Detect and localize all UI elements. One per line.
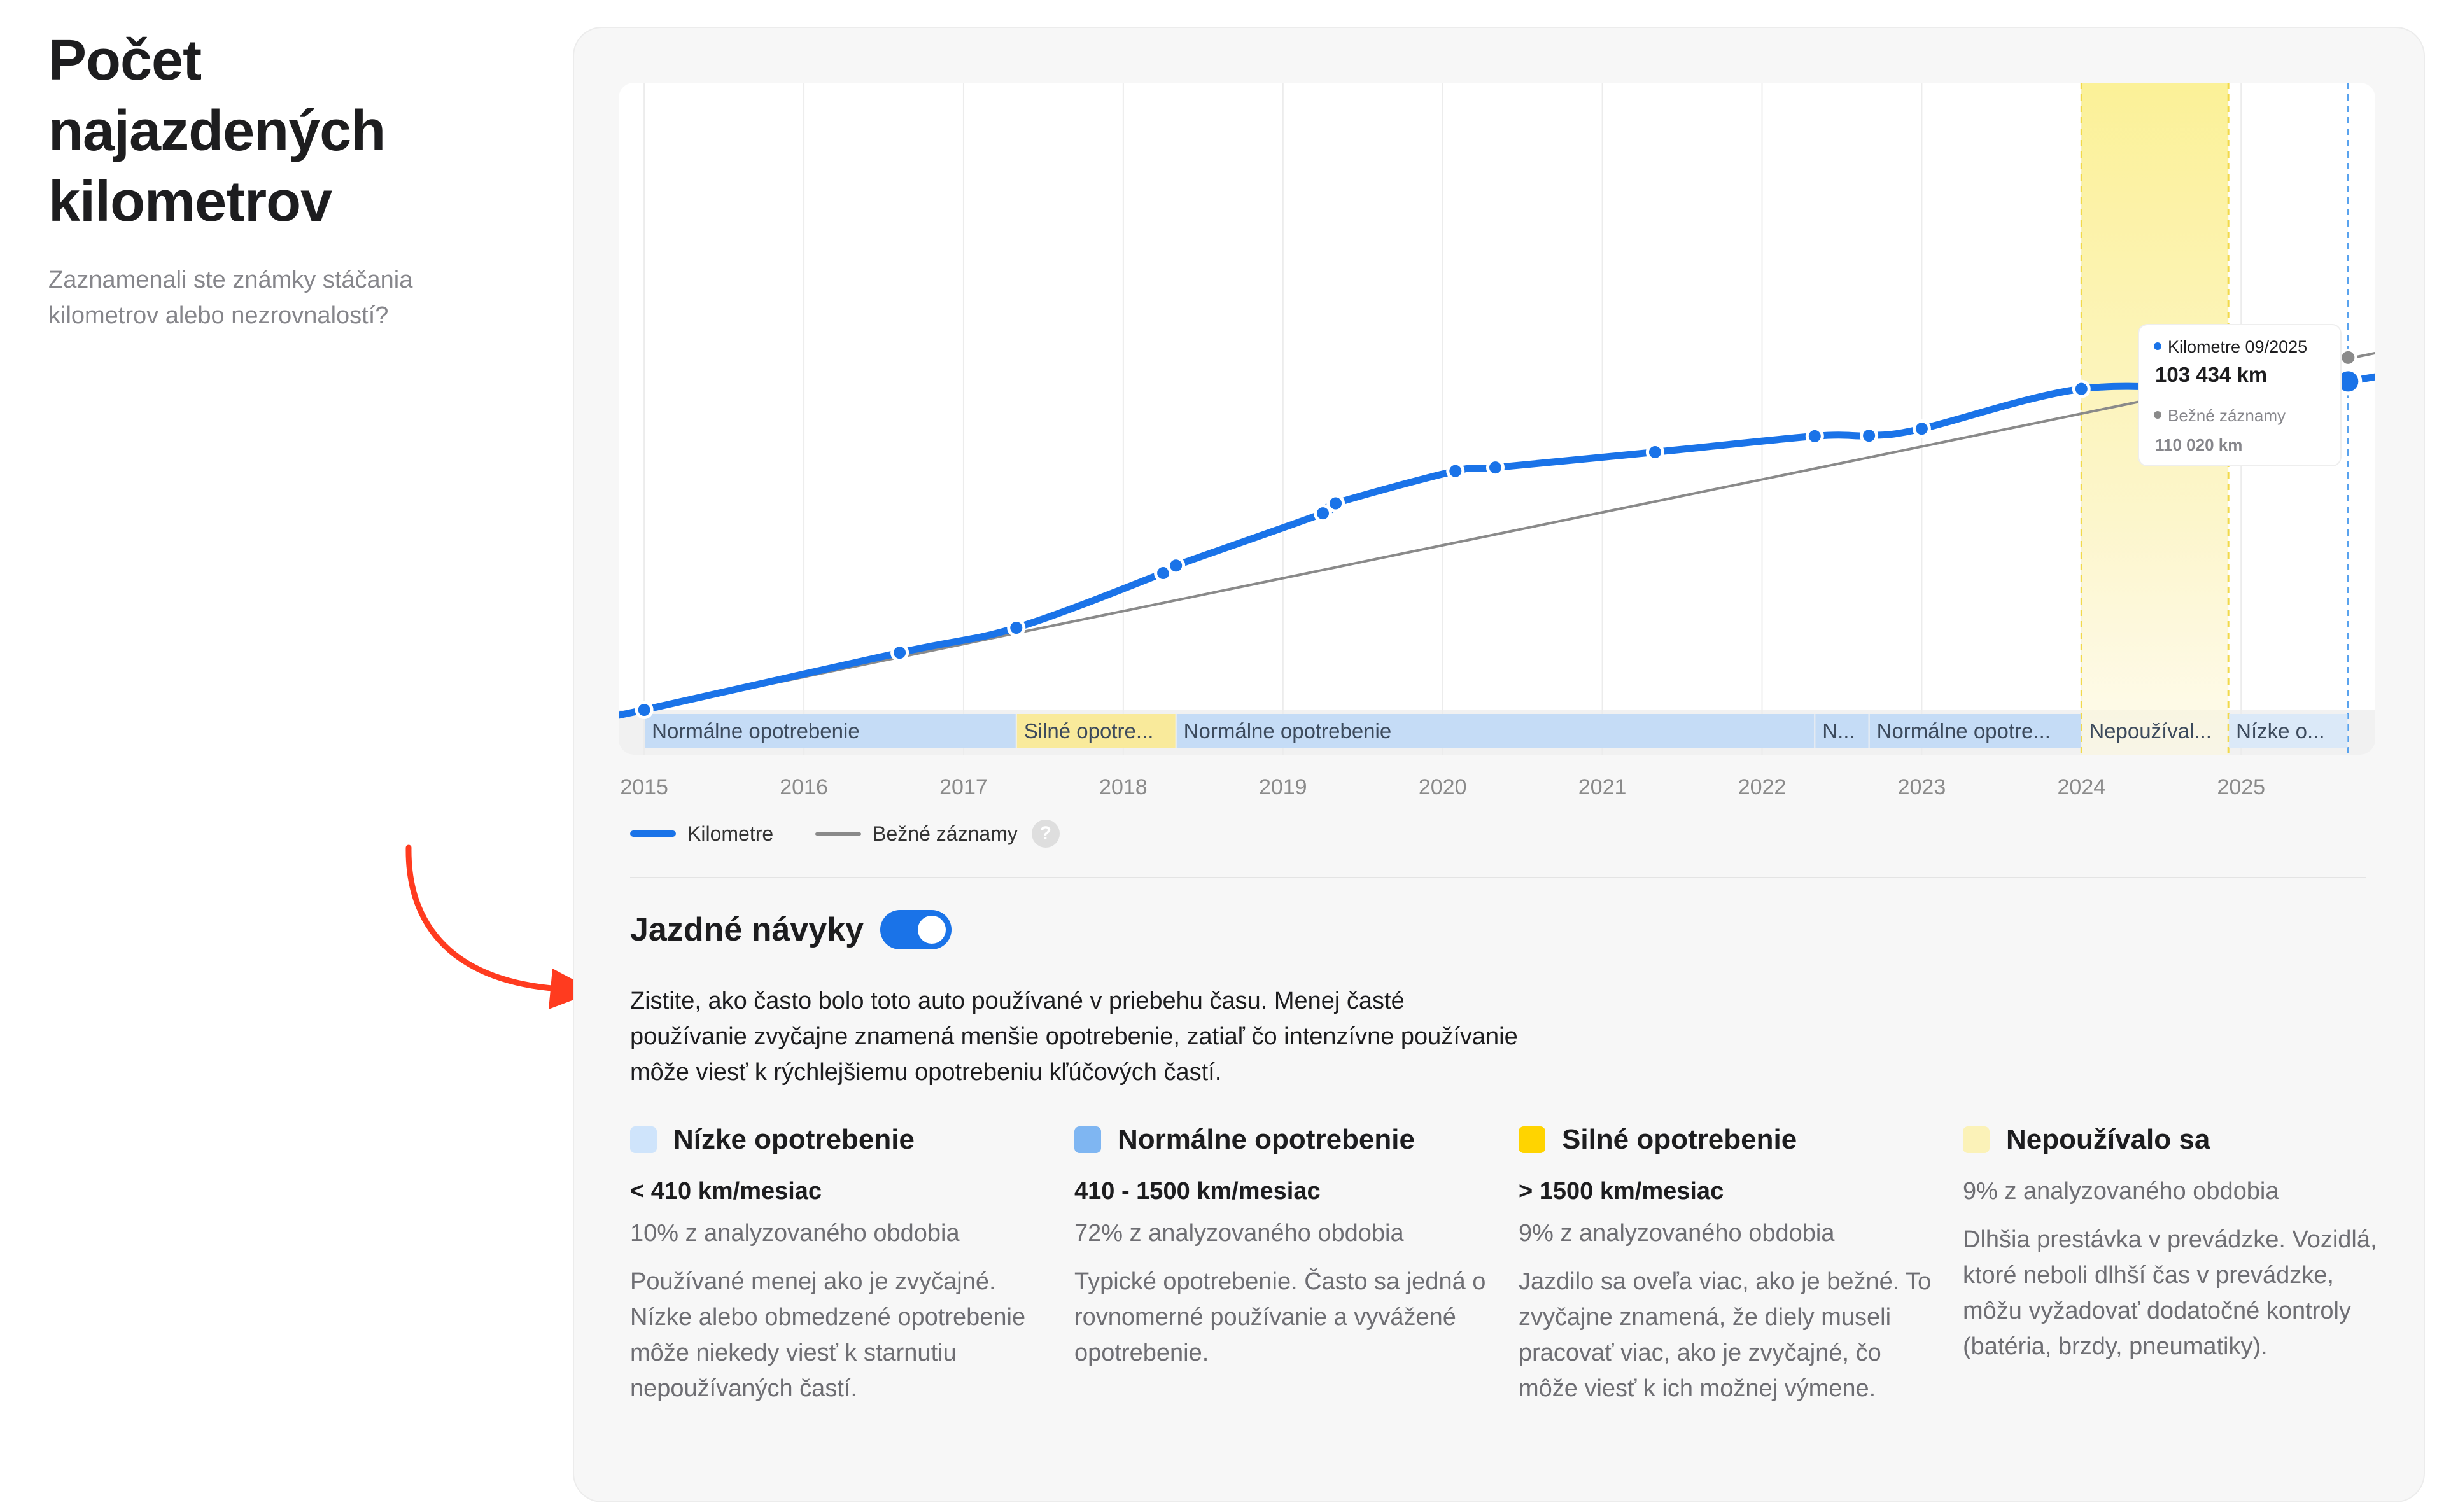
category-description: Typické opotrebenie. Často sa jedná o ro…	[1074, 1268, 1486, 1366]
km-data-point	[2072, 379, 2091, 398]
usage-band	[1815, 714, 1869, 748]
category-normal: Normálne opotrebenie 410 - 1500 km/mesia…	[1074, 1119, 1494, 1371]
usage-band	[1016, 714, 1176, 748]
usage-band-label: Normálne opotrebenie	[652, 719, 860, 743]
usage-band-label: Normálne opotrebenie	[1184, 719, 1392, 743]
usage-band	[1869, 714, 2081, 748]
tooltip-ref-value: 110 020 km	[2155, 435, 2242, 454]
usage-band	[2229, 714, 2348, 748]
legend-km-label: Kilometre	[687, 822, 774, 845]
category-low: Nízke opotrebenie < 410 km/mesiac 10% z …	[630, 1119, 1050, 1406]
km-data-point	[1912, 419, 1931, 438]
km-data-point	[1167, 556, 1186, 575]
series-line-normal	[643, 351, 2375, 711]
x-tick-label: 2018	[1099, 775, 1148, 795]
habits-intro: Zistite, ako často bolo toto auto použív…	[630, 988, 1518, 1086]
x-tick-label: 2021	[1578, 775, 1627, 795]
tooltip-title: Kilometre 09/2025	[2168, 337, 2307, 356]
km-data-point	[1007, 618, 1026, 637]
plot-background	[619, 83, 2375, 755]
low-swatch-icon	[630, 1126, 657, 1153]
category-range: > 1500 km/mesiac	[1519, 1178, 1724, 1205]
category-range: < 410 km/mesiac	[630, 1178, 822, 1205]
tooltip-box	[2138, 324, 2342, 466]
category-share: 10% z analyzovaného obdobia	[630, 1220, 960, 1247]
usage-band-label: Silné opotre...	[1024, 719, 1154, 743]
chart-tooltip: Kilometre 09/2025 103 434 km Bežné záznamy…	[2138, 324, 2342, 466]
legend-normal-label: Bežné záznamy	[873, 822, 1018, 845]
question-mark-icon[interactable]: ?	[1031, 820, 1060, 848]
category-name: Silné opotrebenie	[1562, 1124, 1797, 1155]
km-data-point	[1446, 461, 1465, 480]
unused-swatch-icon	[1963, 1126, 1990, 1153]
x-tick-label: 2025	[2217, 775, 2265, 795]
x-tick-label: 2022	[1738, 775, 1787, 795]
km-data-point	[1326, 494, 1345, 513]
wear-categories: Nízke opotrebenie < 410 km/mesiac 10% z …	[630, 1119, 2387, 1462]
x-tick-label: 2017	[939, 775, 988, 795]
usage-band	[645, 714, 1016, 748]
legend-item-km[interactable]: Kilometre	[630, 822, 773, 846]
heavy-swatch-icon	[1519, 1126, 1545, 1153]
usage-band-label: Nízke o...	[2236, 719, 2324, 743]
x-tick-label: 2016	[780, 775, 828, 795]
page-subtitle: Zaznamenali ste známky stáčania kilometr…	[48, 267, 413, 329]
tooltip-ref-label: Bežné záznamy	[2168, 406, 2286, 425]
legend-item-normal[interactable]: Bežné záznamy	[815, 822, 1018, 846]
km-data-point	[890, 643, 909, 662]
category-share: 9% z analyzovaného obdobia	[1519, 1220, 1835, 1247]
habits-title: Jazdné návyky	[630, 911, 864, 948]
category-unused: Nepoužívalo sa 9% z analyzovaného obdobi…	[1963, 1119, 2383, 1364]
toggle-knob	[918, 916, 946, 944]
legend-km-swatch	[630, 830, 676, 837]
usage-band-label: Nepoužíval...	[2089, 719, 2212, 743]
km-data-point	[1860, 426, 1879, 445]
x-tick-label: 2024	[2058, 775, 2106, 795]
category-name: Normálne opotrebenie	[1118, 1124, 1415, 1155]
km-data-point	[1805, 426, 1824, 445]
normal-cursor-point	[2339, 348, 2357, 367]
tooltip-value: 103 434 km	[2155, 363, 2267, 386]
usage-band-label: N...	[1822, 719, 1855, 743]
x-tick-label: 2020	[1419, 775, 1467, 795]
category-range: 410 - 1500 km/mesiac	[1074, 1178, 1321, 1205]
habits-toggle[interactable]	[880, 910, 952, 949]
chart-legend: Kilometre Bežné záznamy ?	[630, 818, 1060, 850]
tooltip-ref-dot-icon	[2154, 411, 2161, 419]
usage-band-label: Normálne opotre...	[1877, 719, 2051, 743]
category-name: Nízke opotrebenie	[673, 1124, 915, 1155]
habits-header: Jazdné návyky	[630, 910, 952, 949]
red-arrow-icon	[405, 844, 596, 1009]
km-data-point	[1314, 504, 1333, 523]
category-share: 72% z analyzovaného obdobia	[1074, 1220, 1404, 1247]
page-title: Počet najazdených kilometrov	[48, 29, 386, 234]
category-heavy: Silné opotrebenie > 1500 km/mesiac 9% z …	[1519, 1119, 1939, 1406]
category-share: 9% z analyzovaného obdobia	[1963, 1178, 2279, 1205]
category-description: Jazdilo sa oveľa viac, ako je bežné. To …	[1519, 1268, 1932, 1402]
x-tick-label: 2023	[1898, 775, 1946, 795]
km-data-point	[1485, 458, 1505, 477]
normal-swatch-icon	[1074, 1126, 1101, 1153]
km-data-point	[1645, 442, 1664, 461]
mileage-chart[interactable]: Normálne opotrebenie Silné opotre... Normá…	[619, 83, 2375, 795]
section-divider	[630, 877, 2366, 878]
legend-normal-swatch	[815, 832, 862, 836]
category-description: Používané menej ako je zvyčajné. Nízke a…	[630, 1268, 1026, 1402]
usage-band	[1176, 714, 1815, 748]
category-description: Dlhšia prestávka v prevádzke. Vozidlá, k…	[1963, 1226, 2377, 1360]
x-tick-label: 2019	[1259, 775, 1307, 795]
category-name: Nepoužívalo sa	[2006, 1124, 2210, 1155]
tooltip-km-dot-icon	[2154, 342, 2161, 350]
km-data-point	[635, 701, 654, 720]
x-tick-label: 2015	[620, 775, 668, 795]
